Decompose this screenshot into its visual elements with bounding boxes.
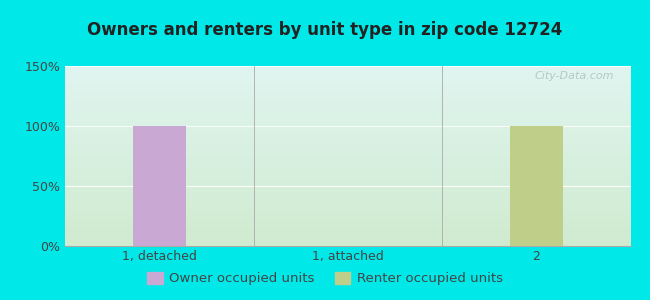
Bar xyxy=(510,126,563,246)
Text: Owners and renters by unit type in zip code 12724: Owners and renters by unit type in zip c… xyxy=(87,21,563,39)
Legend: Owner occupied units, Renter occupied units: Owner occupied units, Renter occupied un… xyxy=(142,266,508,290)
Bar xyxy=(133,126,186,246)
Text: City-Data.com: City-Data.com xyxy=(534,71,614,81)
